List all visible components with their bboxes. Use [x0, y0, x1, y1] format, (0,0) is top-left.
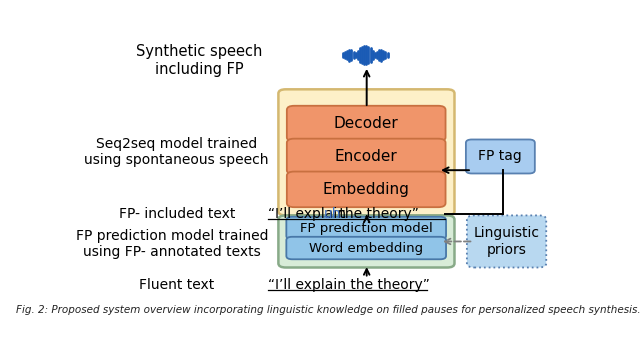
FancyBboxPatch shape [287, 172, 445, 207]
Text: uh: uh [324, 207, 342, 221]
Text: “I’ll explain the theory”: “I’ll explain the theory” [269, 278, 430, 292]
Text: the theory”: the theory” [335, 207, 419, 221]
FancyBboxPatch shape [286, 217, 446, 239]
Text: FP- included text: FP- included text [118, 207, 235, 221]
Text: Seq2seq model trained
using spontaneous speech: Seq2seq model trained using spontaneous … [84, 137, 269, 167]
Text: Decoder: Decoder [334, 116, 399, 131]
Text: Fig. 2: Proposed system overview incorporating linguistic knowledge on filled pa: Fig. 2: Proposed system overview incorpo… [16, 305, 640, 315]
Text: Fluent text: Fluent text [139, 278, 214, 292]
Text: “I’ll explain: “I’ll explain [269, 207, 351, 221]
Text: Synthetic speech
including FP: Synthetic speech including FP [136, 44, 262, 77]
FancyBboxPatch shape [278, 89, 454, 215]
Text: Embedding: Embedding [323, 182, 410, 197]
Text: FP prediction model trained
using FP- annotated texts: FP prediction model trained using FP- an… [76, 229, 268, 259]
FancyBboxPatch shape [286, 237, 446, 259]
Text: FP tag: FP tag [479, 150, 522, 163]
FancyBboxPatch shape [467, 215, 547, 267]
Text: Word embedding: Word embedding [309, 241, 423, 255]
Text: Linguistic
priors: Linguistic priors [474, 226, 540, 257]
FancyBboxPatch shape [466, 140, 535, 173]
FancyBboxPatch shape [287, 139, 445, 174]
Text: Encoder: Encoder [335, 149, 397, 164]
Text: FP prediction model: FP prediction model [300, 221, 433, 235]
FancyBboxPatch shape [278, 215, 454, 267]
FancyBboxPatch shape [287, 106, 445, 141]
